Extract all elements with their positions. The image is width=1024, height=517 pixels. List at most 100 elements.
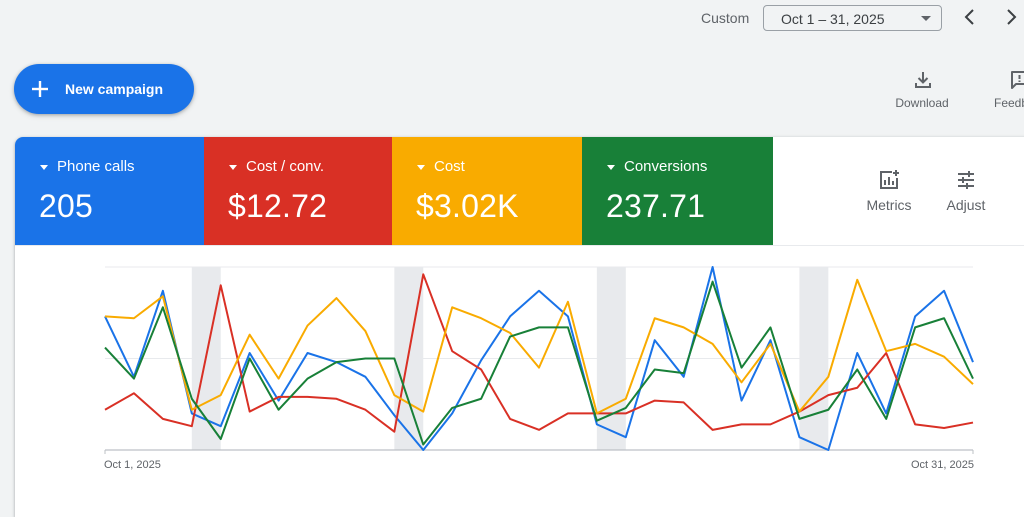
data-point-conversions-day-24	[768, 325, 772, 329]
data-point-cost-conv-day-31	[971, 421, 975, 425]
data-point-phone-calls-day-6	[248, 351, 252, 355]
metric-dropdown-icon	[40, 165, 48, 170]
data-point-conversions-day-16	[537, 325, 541, 329]
data-point-cost-day-5	[219, 393, 223, 397]
data-point-conversions-day-28	[884, 417, 888, 421]
data-point-phone-calls-day-11	[392, 413, 396, 417]
feedback-button[interactable]: Feedback	[983, 68, 1024, 118]
date-range-type-label: Custom	[701, 10, 750, 26]
data-point-cost-day-2	[132, 316, 136, 320]
chevron-right-icon	[1007, 9, 1017, 25]
plus-icon	[32, 81, 48, 97]
data-point-cost-conv-day-20	[653, 399, 657, 403]
scorecard-conversions[interactable]: Conversions 237.71	[582, 137, 773, 245]
data-point-conversions-day-23	[740, 366, 744, 370]
tune-icon	[958, 171, 974, 189]
data-point-phone-calls-day-19	[624, 435, 628, 439]
data-point-cost-day-26	[826, 375, 830, 379]
scorecard-value: $3.02K	[416, 188, 519, 224]
data-point-cost-conv-day-3	[161, 417, 165, 421]
series-line-phone-calls	[104, 266, 974, 451]
series-line-cost	[104, 278, 974, 415]
data-point-conversions-day-13	[450, 406, 454, 410]
data-point-conversions-day-25	[797, 417, 801, 421]
download-label: Download	[895, 96, 949, 110]
data-point-conversions-day-22	[711, 280, 715, 284]
data-point-cost-day-21	[682, 325, 686, 329]
scorecard-phone-calls[interactable]: Phone calls 205	[15, 137, 204, 245]
data-point-phone-calls-day-13	[450, 411, 454, 415]
data-point-cost-day-28	[884, 349, 888, 353]
data-point-cost-day-27	[855, 278, 859, 282]
data-point-cost-day-8	[306, 324, 310, 328]
data-point-cost-conv-day-29	[913, 422, 917, 426]
data-point-cost-conv-day-16	[537, 428, 541, 432]
data-point-cost-conv-day-30	[942, 426, 946, 430]
data-point-conversions-day-5	[219, 437, 223, 441]
data-point-phone-calls-day-7	[277, 399, 281, 403]
data-point-cost-day-23	[740, 380, 744, 384]
data-point-conversions-day-15	[508, 335, 512, 339]
data-point-cost-conv-day-8	[306, 395, 310, 399]
data-point-cost-conv-day-2	[132, 391, 136, 395]
adjust-button[interactable]: Adjust	[934, 167, 998, 217]
data-point-cost-conv-day-9	[334, 397, 338, 401]
data-point-cost-conv-day-10	[363, 408, 367, 412]
data-point-phone-calls-day-8	[306, 351, 310, 355]
x-tick-label-end: Oct 31, 2025	[911, 459, 974, 471]
next-period-button[interactable]	[1001, 6, 1021, 28]
data-point-conversions-day-12	[421, 443, 425, 447]
data-point-cost-day-1	[103, 314, 107, 318]
data-point-cost-conv-day-13	[450, 349, 454, 353]
data-point-cost-conv-day-22	[711, 428, 715, 432]
data-point-phone-calls-day-30	[942, 289, 946, 293]
data-point-phone-calls-day-3	[161, 289, 165, 293]
scorecard-label: Conversions	[624, 158, 708, 175]
adjust-label: Adjust	[946, 197, 986, 213]
scorecard-value: 205	[39, 188, 93, 224]
new-campaign-button[interactable]: New campaign	[14, 64, 194, 114]
data-point-phone-calls-day-31	[971, 360, 975, 364]
data-point-cost-day-3	[161, 294, 165, 298]
series-line-cost-conv	[104, 273, 974, 433]
data-point-conversions-day-31	[971, 377, 975, 381]
data-point-conversions-day-17	[566, 325, 570, 329]
download-button[interactable]: Download	[887, 68, 957, 118]
data-point-conversions-day-2	[132, 377, 136, 381]
data-point-cost-conv-day-24	[768, 422, 772, 426]
data-point-cost-day-19	[624, 397, 628, 401]
download-icon	[915, 72, 931, 88]
data-point-cost-conv-day-27	[855, 386, 859, 390]
data-point-cost-day-15	[508, 331, 512, 335]
series-line-conversions	[104, 280, 974, 446]
data-point-phone-calls-day-26	[826, 448, 830, 452]
scorecard-cost[interactable]: Cost $3.02K	[392, 137, 582, 245]
data-point-cost-day-14	[479, 316, 483, 320]
scorecard-row: Phone calls 205 Cost / conv. $12.72 Cost…	[15, 137, 773, 245]
data-point-conversions-day-27	[855, 367, 859, 371]
data-point-conversions-day-14	[479, 397, 483, 401]
chevron-left-icon	[964, 9, 974, 25]
scorecard-label: Cost / conv.	[246, 158, 325, 175]
data-point-phone-calls-day-22	[711, 265, 715, 269]
data-point-cost-conv-day-26	[826, 393, 830, 397]
previous-period-button[interactable]	[960, 6, 980, 28]
metrics-label: Metrics	[866, 197, 912, 213]
data-point-cost-day-4	[190, 408, 194, 412]
data-point-cost-conv-day-4	[190, 424, 194, 428]
scorecard-cost-per-conversion[interactable]: Cost / conv. $12.72	[204, 137, 392, 245]
performance-line-chart: Oct 1, 2025 Oct 31, 2025	[103, 265, 975, 471]
data-point-conversions-day-11	[392, 357, 396, 361]
data-point-cost-day-22	[711, 342, 715, 346]
date-range-picker[interactable]: Oct 1 – 31, 2025	[763, 5, 942, 31]
data-point-phone-calls-day-25	[797, 435, 801, 439]
data-point-conversions-day-1	[103, 346, 107, 350]
data-point-cost-day-16	[537, 366, 541, 370]
data-point-conversions-day-10	[363, 357, 367, 361]
metrics-button[interactable]: Metrics	[857, 167, 921, 217]
metric-dropdown-icon	[417, 165, 425, 170]
data-point-cost-day-17	[566, 300, 570, 304]
data-point-conversions-day-20	[653, 367, 657, 371]
data-point-cost-conv-day-11	[392, 430, 396, 434]
data-point-cost-conv-day-5	[219, 283, 223, 287]
